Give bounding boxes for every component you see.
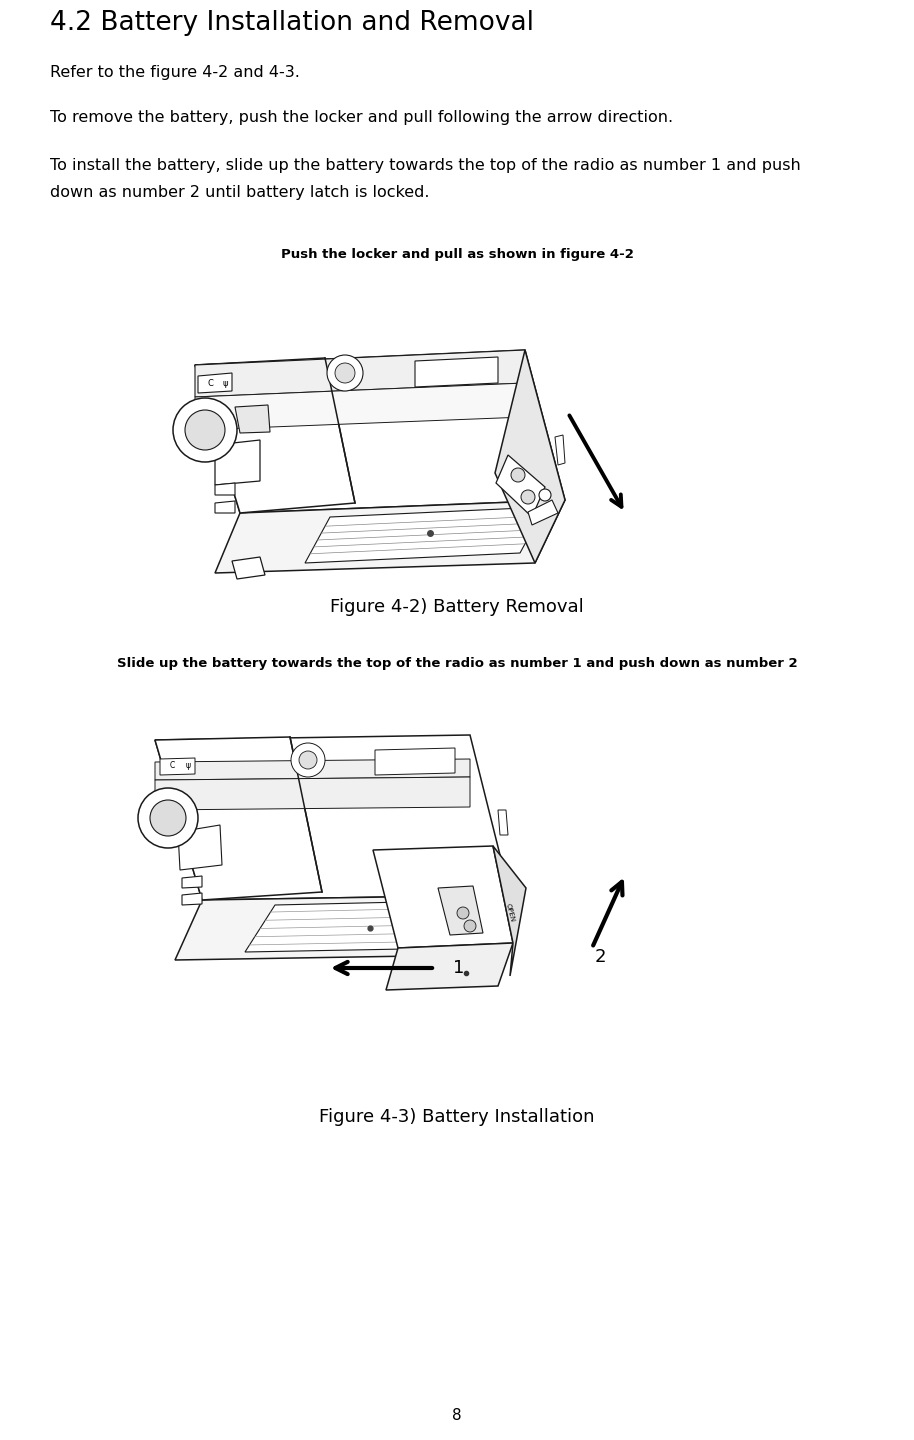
- Text: 4.2 Battery Installation and Removal: 4.2 Battery Installation and Removal: [50, 10, 535, 36]
- Polygon shape: [182, 893, 202, 904]
- Polygon shape: [375, 747, 455, 775]
- Polygon shape: [232, 557, 265, 579]
- Polygon shape: [305, 507, 545, 563]
- Circle shape: [291, 743, 325, 778]
- Text: C: C: [169, 762, 175, 770]
- Circle shape: [511, 468, 525, 482]
- Polygon shape: [215, 500, 565, 573]
- Text: ψ: ψ: [186, 762, 190, 770]
- Circle shape: [150, 801, 186, 837]
- Text: ψ: ψ: [222, 379, 228, 387]
- Polygon shape: [195, 350, 565, 513]
- Polygon shape: [155, 759, 470, 780]
- Polygon shape: [155, 778, 470, 809]
- Polygon shape: [496, 455, 545, 517]
- Text: To install the battery, slide up the battery towards the top of the radio as num: To install the battery, slide up the bat…: [50, 158, 801, 173]
- Polygon shape: [493, 845, 526, 976]
- Text: Refer to the figure 4-2 and 4-3.: Refer to the figure 4-2 and 4-3.: [50, 65, 300, 81]
- Polygon shape: [528, 500, 558, 526]
- Polygon shape: [386, 943, 513, 991]
- Polygon shape: [498, 809, 508, 835]
- Text: C: C: [207, 379, 213, 387]
- Circle shape: [138, 788, 198, 848]
- Text: 2: 2: [594, 948, 606, 966]
- Polygon shape: [495, 350, 565, 563]
- Text: Slide up the battery towards the top of the radio as number 1 and push down as n: Slide up the battery towards the top of …: [117, 657, 797, 670]
- Text: Push the locker and pull as shown in figure 4-2: Push the locker and pull as shown in fig…: [281, 248, 633, 261]
- Polygon shape: [175, 896, 510, 960]
- Polygon shape: [215, 501, 235, 513]
- Polygon shape: [438, 886, 483, 935]
- Polygon shape: [195, 359, 355, 513]
- Polygon shape: [245, 900, 490, 952]
- Polygon shape: [195, 383, 525, 431]
- Circle shape: [457, 907, 469, 919]
- Text: Figure 4-2) Battery Removal: Figure 4-2) Battery Removal: [330, 598, 584, 616]
- Text: 8: 8: [452, 1407, 462, 1423]
- Circle shape: [173, 397, 237, 462]
- Polygon shape: [195, 350, 525, 397]
- Text: Figure 4-3) Battery Installation: Figure 4-3) Battery Installation: [319, 1107, 595, 1126]
- Polygon shape: [198, 373, 232, 393]
- Polygon shape: [235, 405, 270, 433]
- Circle shape: [327, 356, 363, 392]
- Text: 1: 1: [453, 959, 464, 976]
- Polygon shape: [215, 482, 235, 495]
- Text: down as number 2 until battery latch is locked.: down as number 2 until battery latch is …: [50, 184, 430, 200]
- Circle shape: [521, 490, 535, 504]
- Circle shape: [299, 752, 317, 769]
- Polygon shape: [155, 737, 322, 900]
- Polygon shape: [182, 876, 202, 888]
- Polygon shape: [415, 357, 498, 387]
- Text: To remove the battery, push the locker and pull following the arrow direction.: To remove the battery, push the locker a…: [50, 109, 674, 125]
- Circle shape: [335, 363, 355, 383]
- Polygon shape: [155, 734, 510, 900]
- Polygon shape: [215, 441, 260, 485]
- Circle shape: [539, 490, 551, 501]
- Polygon shape: [555, 435, 565, 465]
- Circle shape: [185, 410, 225, 449]
- Polygon shape: [178, 825, 222, 870]
- Polygon shape: [373, 845, 513, 948]
- Circle shape: [464, 920, 476, 932]
- Text: OPEN: OPEN: [505, 903, 515, 923]
- Polygon shape: [160, 757, 195, 775]
